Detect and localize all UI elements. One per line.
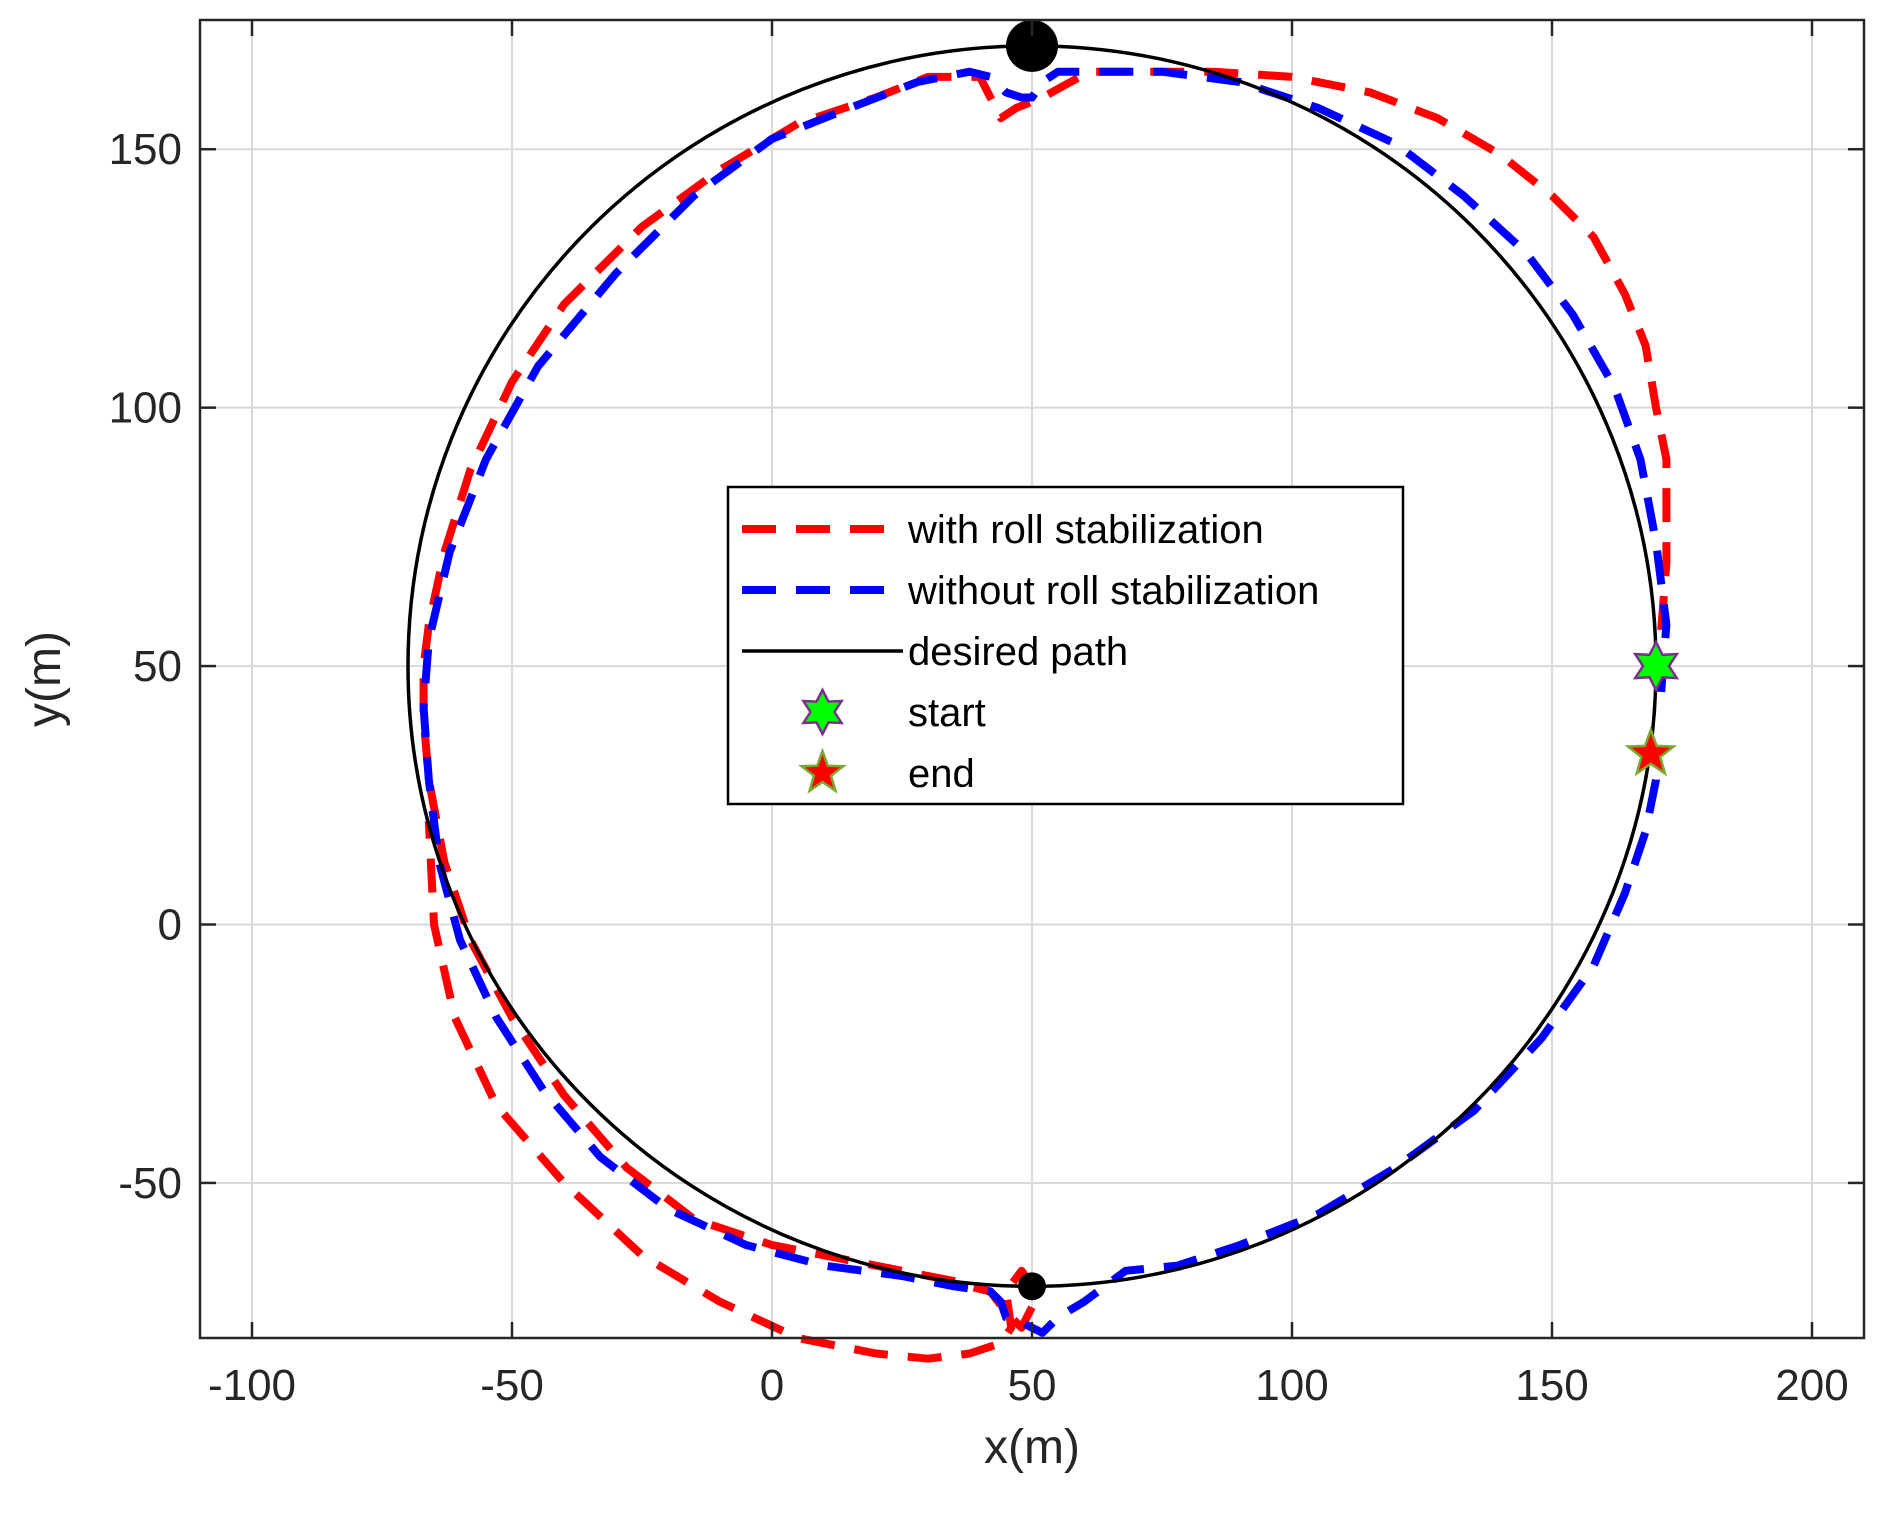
legend: with roll stabilization without roll sta…	[726, 485, 1405, 806]
start-marker	[1632, 639, 1680, 693]
y-tick-label-1: 0	[158, 901, 182, 950]
y-tick-label-3: 100	[109, 384, 182, 433]
x-tick-label-4: 100	[1255, 1361, 1328, 1410]
legend-start-hexagram-icon	[801, 687, 844, 737]
y-tick-label-2: 50	[133, 642, 182, 691]
x-tick-label-2: 0	[760, 1361, 784, 1410]
y-tick-label-0: -50	[118, 1159, 182, 1208]
top-point-marker	[1006, 19, 1058, 72]
legend-label-end: end	[908, 752, 975, 796]
legend-label-without-roll: without roll stabilization	[907, 569, 1319, 613]
x-tick-label-1: -50	[480, 1361, 544, 1410]
legend-label-start: start	[908, 691, 986, 735]
end-marker	[1624, 726, 1678, 777]
y-tick-label-4: 150	[109, 125, 182, 174]
legend-label-desired-path: desired path	[908, 630, 1128, 674]
x-tick-label-5: 150	[1515, 1361, 1588, 1410]
legend-box	[726, 485, 1405, 806]
x-tick-label-3: 50	[1008, 1361, 1057, 1410]
series-with-roll-stabilization	[419, 67, 1671, 1363]
legend-label-with-roll: with roll stabilization	[907, 508, 1264, 552]
legend-end-pentagram-icon	[798, 747, 847, 794]
x-axis-label: x(m)	[984, 1421, 1080, 1474]
bottom-point-marker	[1018, 1272, 1046, 1301]
x-tick-label-6: 200	[1775, 1361, 1848, 1410]
y-axis-label: y(m)	[18, 631, 71, 727]
x-tick-label-0: -100	[208, 1361, 296, 1410]
